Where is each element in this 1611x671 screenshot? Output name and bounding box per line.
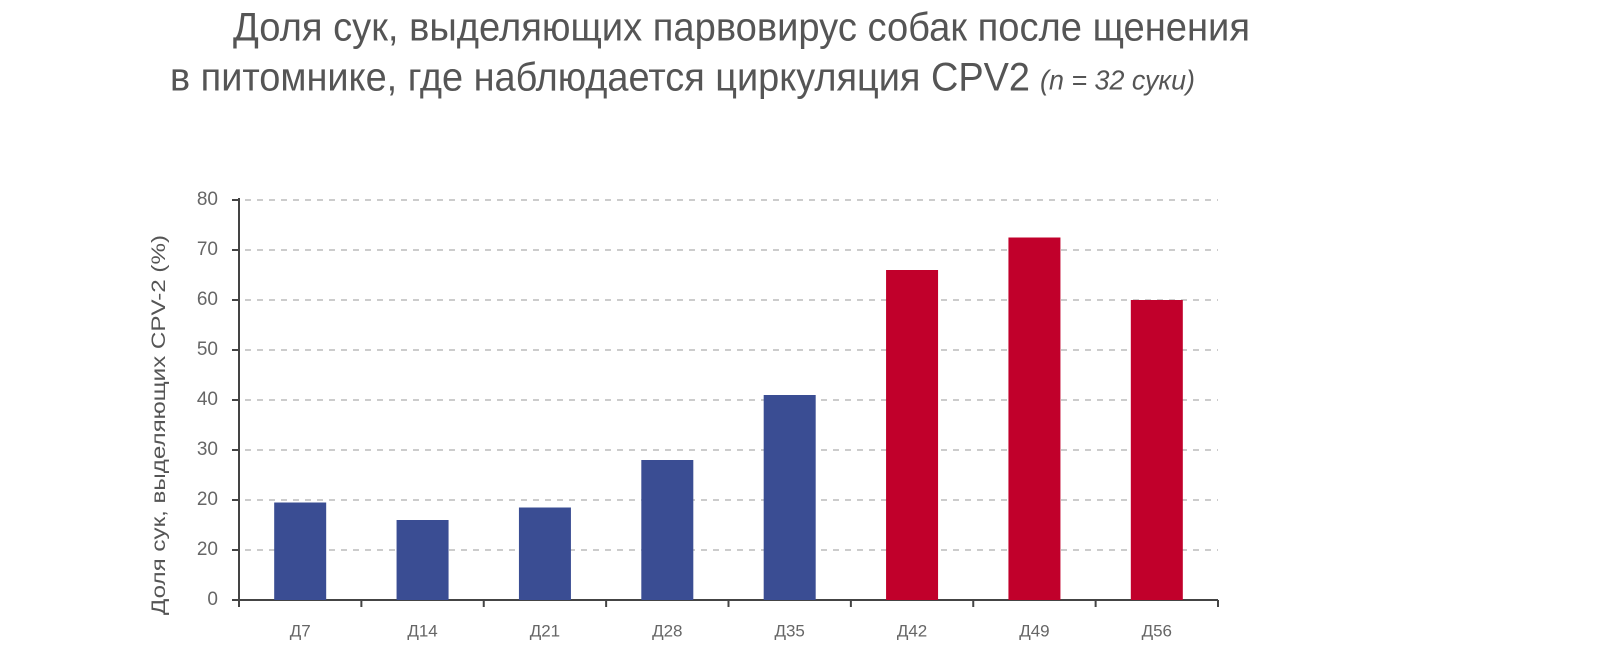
bar — [763, 395, 816, 600]
x-tick-label: Д7 — [290, 621, 311, 640]
y-tick-label: 50 — [197, 339, 218, 360]
y-tick-label: 30 — [197, 439, 218, 460]
bar — [1130, 300, 1183, 600]
bar — [1008, 237, 1061, 600]
chart-title: Доля сук, выделяющих парвовирус собак по… — [233, 6, 1250, 50]
y-tick-label: 70 — [197, 239, 218, 260]
y-tick-label: 40 — [197, 389, 218, 410]
x-tick-label: Д28 — [652, 621, 682, 640]
x-tick-label: Д35 — [774, 621, 804, 640]
chart-title: в питомнике, где наблюдается циркуляция … — [170, 56, 1030, 100]
bar — [886, 270, 939, 600]
title-note: (n = 32 суки) — [1040, 64, 1195, 95]
y-tick-label: 20 — [197, 489, 218, 510]
y-axis-label: Доля сук, выделяющих CPV-2 (%) — [149, 235, 170, 615]
x-tick-label: Д21 — [530, 621, 560, 640]
bar — [641, 460, 694, 600]
x-tick-label: Д14 — [407, 621, 437, 640]
x-tick-label: Д42 — [897, 621, 927, 640]
y-tick-label: 20 — [197, 539, 218, 560]
y-tick-label: 80 — [197, 189, 218, 210]
bar — [518, 507, 571, 600]
x-tick-label: Д56 — [1142, 621, 1172, 640]
y-tick-label: 60 — [197, 289, 218, 310]
bar — [274, 502, 327, 600]
bar — [396, 520, 449, 600]
y-tick-label: 0 — [207, 589, 218, 610]
x-tick-label: Д49 — [1019, 621, 1049, 640]
